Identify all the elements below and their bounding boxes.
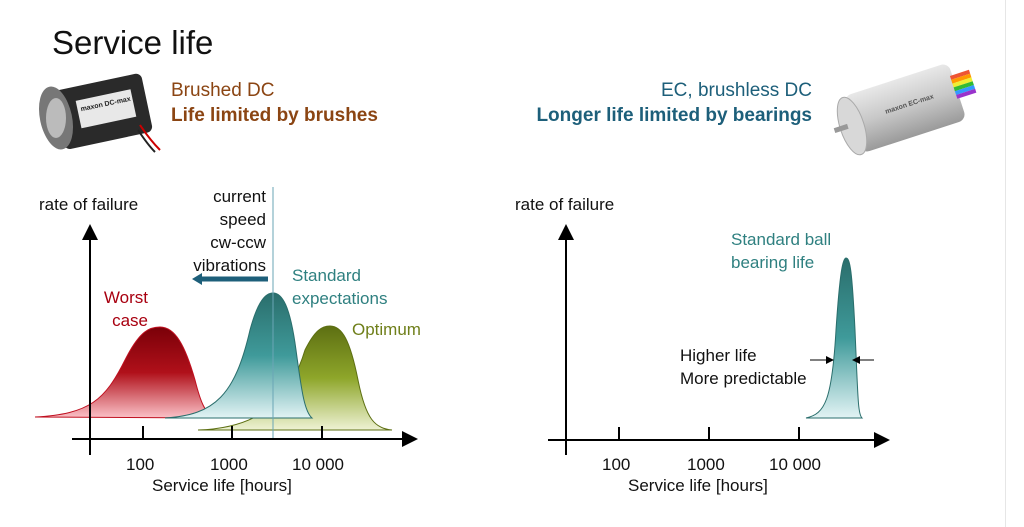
predictability-note: Higher life More predictable [680, 344, 807, 390]
note-more-predictable: More predictable [680, 369, 807, 388]
ball-bearing-line1: Standard ball [731, 230, 832, 249]
factor-speed: speed [219, 210, 266, 229]
ball-bearing-line2: bearing life [731, 253, 815, 272]
brushless-subtitle: EC, brushless DC [661, 80, 812, 101]
right-xlabel: Service life [hours] [628, 476, 768, 495]
note-higher-life: Higher life [680, 346, 757, 365]
standard-line2: expectations [292, 289, 388, 308]
slide-border [1005, 0, 1006, 527]
right-tick-label-10000: 10 000 [769, 455, 821, 474]
factors-list: current speed cw-ccw vibrations [193, 185, 266, 277]
brushed-dc-motor-image: maxon DC-max [38, 73, 161, 153]
slide-title: Service life [52, 24, 214, 61]
brushed-headline: Life limited by brushes [171, 105, 378, 126]
left-tick-label-100: 100 [126, 455, 155, 474]
left-tick-label-10000: 10 000 [292, 455, 344, 474]
left-tick-label-1000: 1000 [210, 455, 248, 474]
standard-expectations-label: Standard expectations [292, 264, 387, 310]
left-xlabel: Service life [hours] [152, 476, 292, 495]
curve-worst-case [34, 326, 217, 419]
brushless-headline: Longer life limited by bearings [536, 105, 812, 126]
right-tick-label-100: 100 [602, 455, 631, 474]
ec-brushless-motor-image: maxon EC-max [833, 64, 977, 156]
ball-bearing-label: Standard ball bearing life [731, 228, 831, 274]
left-chart [34, 187, 418, 455]
standard-line1: Standard [292, 266, 361, 285]
shift-arrow-head [192, 273, 202, 285]
right-ylabel: rate of failure [515, 195, 615, 214]
right-chart [548, 224, 890, 455]
factor-vibrations: vibrations [193, 256, 266, 275]
worst-case-line1: Worst [103, 288, 148, 307]
curve-ball-bearing-life [805, 257, 864, 419]
right-tick-label-1000: 1000 [687, 455, 725, 474]
factor-cw-ccw: cw-ccw [210, 233, 266, 252]
worst-case-line2: case [112, 311, 148, 330]
left-ylabel: rate of failure [39, 195, 139, 214]
optimum-label: Optimum [352, 320, 421, 339]
worst-case-label: Worst case [104, 286, 148, 332]
brushed-subtitle: Brushed DC [171, 80, 275, 101]
factor-current: current [213, 187, 266, 206]
